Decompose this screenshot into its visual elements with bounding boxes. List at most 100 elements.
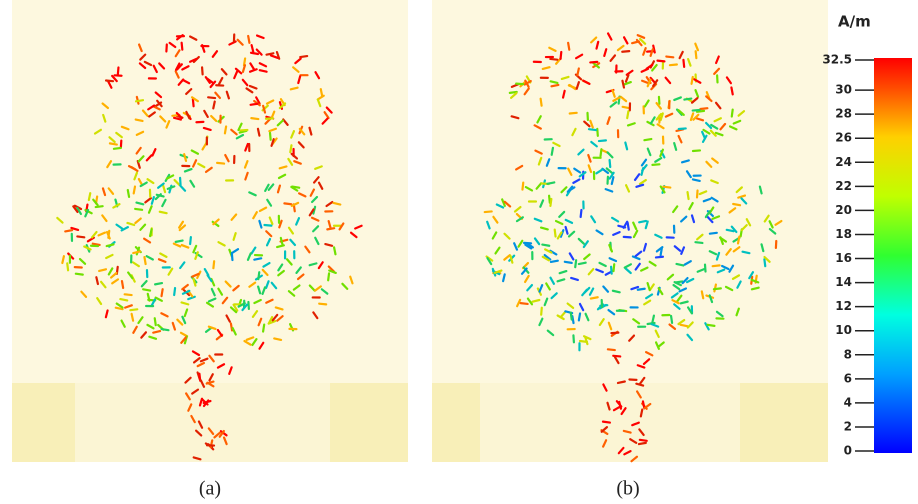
current-arrow [598,261,607,268]
current-arrow [750,286,760,291]
current-arrow [132,325,138,334]
current-arrow [725,228,735,233]
current-arrow [763,255,771,263]
current-arrow [651,314,656,324]
current-arrow [715,251,721,261]
current-arrow [612,263,616,273]
current-arrow [206,274,213,283]
current-arrow [654,255,665,259]
current-arrow [139,223,147,231]
current-arrow [207,297,217,303]
current-arrow [130,312,135,322]
current-arrow [190,149,200,155]
current-arrow [602,439,608,448]
current-arrow [673,245,682,252]
current-arrow [126,188,131,199]
current-arrow [606,32,613,41]
current-arrow [270,138,275,147]
current-arrow [338,222,345,231]
current-arrow [278,165,288,170]
current-arrow [645,293,654,300]
current-arrow [610,216,620,223]
current-arrow [732,202,742,207]
current-arrow [314,71,321,80]
current-arrow [578,339,589,343]
current-arrow [298,127,306,136]
current-arrow [710,196,719,203]
current-arrow [105,230,111,240]
current-arrow [262,261,271,268]
current-arrow [248,191,257,197]
current-arrow [578,171,587,178]
current-arrow [626,122,636,127]
current-arrow [183,167,193,173]
current-arrow [712,287,722,291]
current-arrow [595,229,604,236]
current-arrow [291,185,301,189]
current-arrow [177,78,185,86]
current-arrow [719,122,727,131]
current-arrow [700,290,705,300]
current-arrow [534,149,543,155]
current-arrow [326,227,336,231]
current-arrow [325,106,333,114]
current-arrow [558,210,566,219]
current-arrow [560,75,570,81]
current-arrow [224,153,230,163]
current-arrow [114,306,124,311]
current-arrow [265,99,275,105]
current-arrow [613,355,620,365]
current-arrow [266,198,273,207]
current-arrow [768,220,774,229]
current-arrow [541,66,551,70]
current-arrow [148,228,153,238]
current-arrow [696,268,706,273]
current-arrow [84,208,90,218]
current-arrow [235,133,245,140]
current-arrow [233,70,239,80]
current-arrow [643,137,653,142]
current-arrow [207,325,217,331]
current-arrow [672,205,679,214]
current-arrow [690,75,694,85]
current-arrow [115,131,123,139]
current-arrow [671,299,680,305]
current-arrow [323,111,330,120]
current-arrow [198,397,204,407]
current-arrow [108,136,116,144]
current-arrow [503,200,512,208]
current-arrow [120,319,126,328]
current-arrow [213,431,221,439]
current-arrow [579,208,583,219]
current-arrow [320,288,329,295]
colorbar-tick-label: 10 [835,323,852,337]
current-arrow [299,54,309,59]
current-arrow [172,242,182,248]
current-arrow [730,225,738,234]
current-arrow [308,262,318,267]
current-arrow [223,125,228,135]
current-arrow [217,241,226,247]
current-arrow [245,87,254,94]
current-arrow [510,115,520,120]
current-arrow [150,298,157,307]
current-arrow [80,290,88,298]
current-arrow [256,127,261,137]
current-arrow [325,200,334,208]
current-arrow [695,109,706,113]
current-arrow [673,303,681,310]
current-arrow [691,108,701,112]
current-arrow [225,90,230,100]
current-arrow [253,298,262,305]
current-arrow [648,260,657,267]
current-arrow [250,117,260,121]
current-arrow [198,372,202,382]
current-arrow [560,186,568,194]
current-arrow [640,166,645,176]
current-arrow [645,63,654,70]
current-arrow [656,123,665,130]
current-arrow [140,279,148,288]
current-arrow [159,252,168,258]
current-arrow [87,192,92,202]
current-arrow [644,220,649,230]
